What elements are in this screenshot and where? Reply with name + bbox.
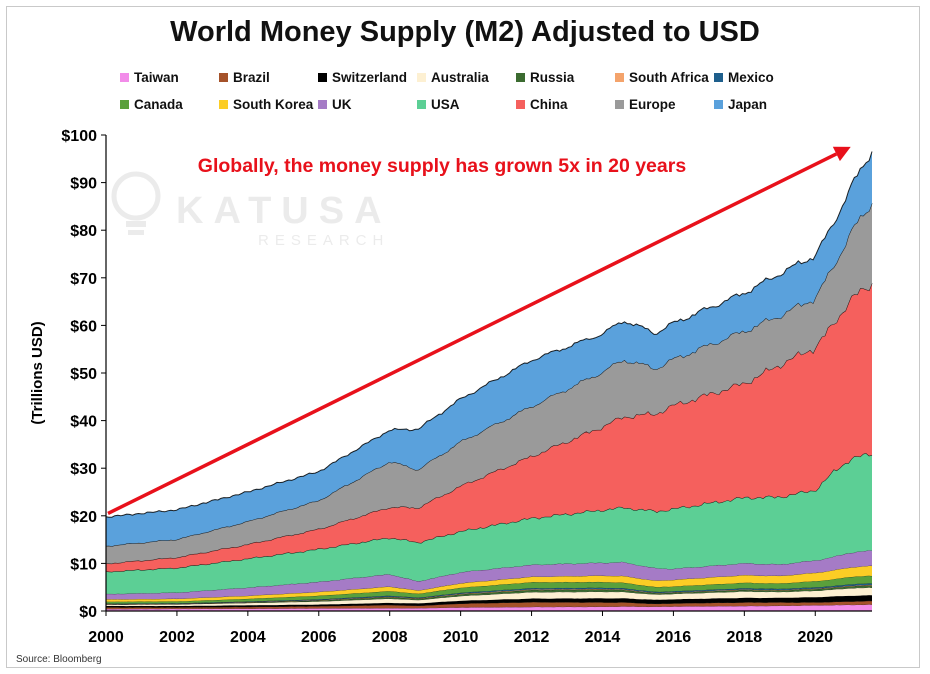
legend-swatch [516, 73, 525, 82]
y-tick-label: $50 [70, 366, 97, 383]
legend-label: Canada [134, 97, 183, 112]
legend-label: USA [431, 97, 460, 112]
x-tick-label: 2006 [301, 629, 337, 646]
y-axis-title: (Trillions USD) [29, 321, 46, 424]
x-tick-label: 2000 [88, 629, 124, 646]
legend-item-mexico: Mexico [714, 70, 774, 85]
x-tick-label: 2010 [443, 629, 479, 646]
y-tick-label: $100 [61, 128, 97, 145]
legend-swatch [615, 100, 624, 109]
legend-item-brazil: Brazil [219, 70, 270, 85]
legend-label: UK [332, 97, 352, 112]
legend-swatch [714, 100, 723, 109]
legend-swatch [318, 73, 327, 82]
legend-item-usa: USA [417, 97, 460, 112]
y-tick-label: $70 [70, 271, 97, 288]
legend-item-europe: Europe [615, 97, 676, 112]
legend-item-taiwan: Taiwan [120, 70, 179, 85]
source-note: Source: Bloomberg [16, 654, 102, 665]
area-series-taiwan [106, 604, 872, 611]
growth-arrow-line [107, 152, 838, 515]
legend-label: China [530, 97, 568, 112]
legend-label: Mexico [728, 70, 774, 85]
area-series-brazil [106, 600, 872, 610]
watermark-sub-text: RESEARCH [258, 232, 390, 249]
y-tick-label: $60 [70, 318, 97, 335]
growth-annotation: Globally, the money supply has grown 5x … [198, 155, 687, 177]
area-series-australia [106, 587, 872, 607]
x-tick-label: 2004 [230, 629, 266, 646]
legend-item-canada: Canada [120, 97, 183, 112]
legend-label: Australia [431, 70, 489, 85]
y-tick-label: $10 [70, 556, 97, 573]
legend-label: Japan [728, 97, 768, 112]
lightbulb-icon [111, 171, 161, 235]
legend-swatch [120, 100, 129, 109]
legend-item-russia: Russia [516, 70, 574, 85]
y-tick-label: $90 [70, 176, 97, 193]
legend-swatch [417, 100, 426, 109]
legend-label: Switzerland [332, 70, 408, 85]
y-tick-label: $30 [70, 461, 97, 478]
x-tick-label: 2016 [656, 629, 692, 646]
legend-label: Russia [530, 70, 575, 85]
legend-swatch [714, 73, 723, 82]
area-series-usa [106, 453, 872, 594]
x-tick-label: 2002 [159, 629, 195, 646]
growth-arrowhead [832, 146, 851, 162]
legend-label: Taiwan [134, 70, 179, 85]
x-tick-label: 2012 [514, 629, 550, 646]
area-series-china [106, 283, 872, 572]
chart-legend: Taiwan Brazil Switzerland Australia Russia So… [0, 0, 930, 120]
legend-item-switzerland: Switzerland [318, 70, 407, 85]
watermark-main-text: KATUSA [176, 190, 392, 232]
legend-item-south-africa: South Africa [615, 70, 709, 85]
legend-swatch [219, 73, 228, 82]
legend-swatch [417, 73, 426, 82]
area-series-switzerland [106, 595, 872, 608]
chart-title: World Money Supply (M2) Adjusted to USD [170, 16, 760, 48]
legend-item-uk: UK [318, 97, 352, 112]
legend-swatch [120, 73, 129, 82]
y-tick-label: $40 [70, 414, 97, 431]
x-tick-label: 2014 [585, 629, 621, 646]
legend-label: Europe [629, 97, 676, 112]
area-series-europe [106, 203, 872, 564]
legend-item-australia: Australia [417, 70, 489, 85]
legend-item-japan: Japan [714, 97, 767, 112]
legend-swatch [219, 100, 228, 109]
y-tick-label: $0 [79, 604, 97, 621]
legend-swatch [516, 100, 525, 109]
katusa-watermark: KATUSA RESEARCH [106, 166, 406, 256]
y-tick-label: $80 [70, 223, 97, 240]
legend-swatch [615, 73, 624, 82]
area-series-south-korea [106, 565, 872, 602]
legend-item-china: China [516, 97, 568, 112]
legend-label: South Africa [629, 70, 709, 85]
x-tick-label: 2018 [727, 629, 763, 646]
area-series-uk [106, 550, 872, 600]
area-edge-japan [105, 151, 873, 518]
x-tick-label: 2008 [372, 629, 408, 646]
y-tick-label: $20 [70, 509, 97, 526]
legend-swatch [318, 100, 327, 109]
legend-label: Brazil [233, 70, 270, 85]
legend-label: South Korea [233, 97, 314, 112]
legend-item-south-korea: South Korea [219, 97, 313, 112]
x-tick-label: 2020 [797, 629, 833, 646]
